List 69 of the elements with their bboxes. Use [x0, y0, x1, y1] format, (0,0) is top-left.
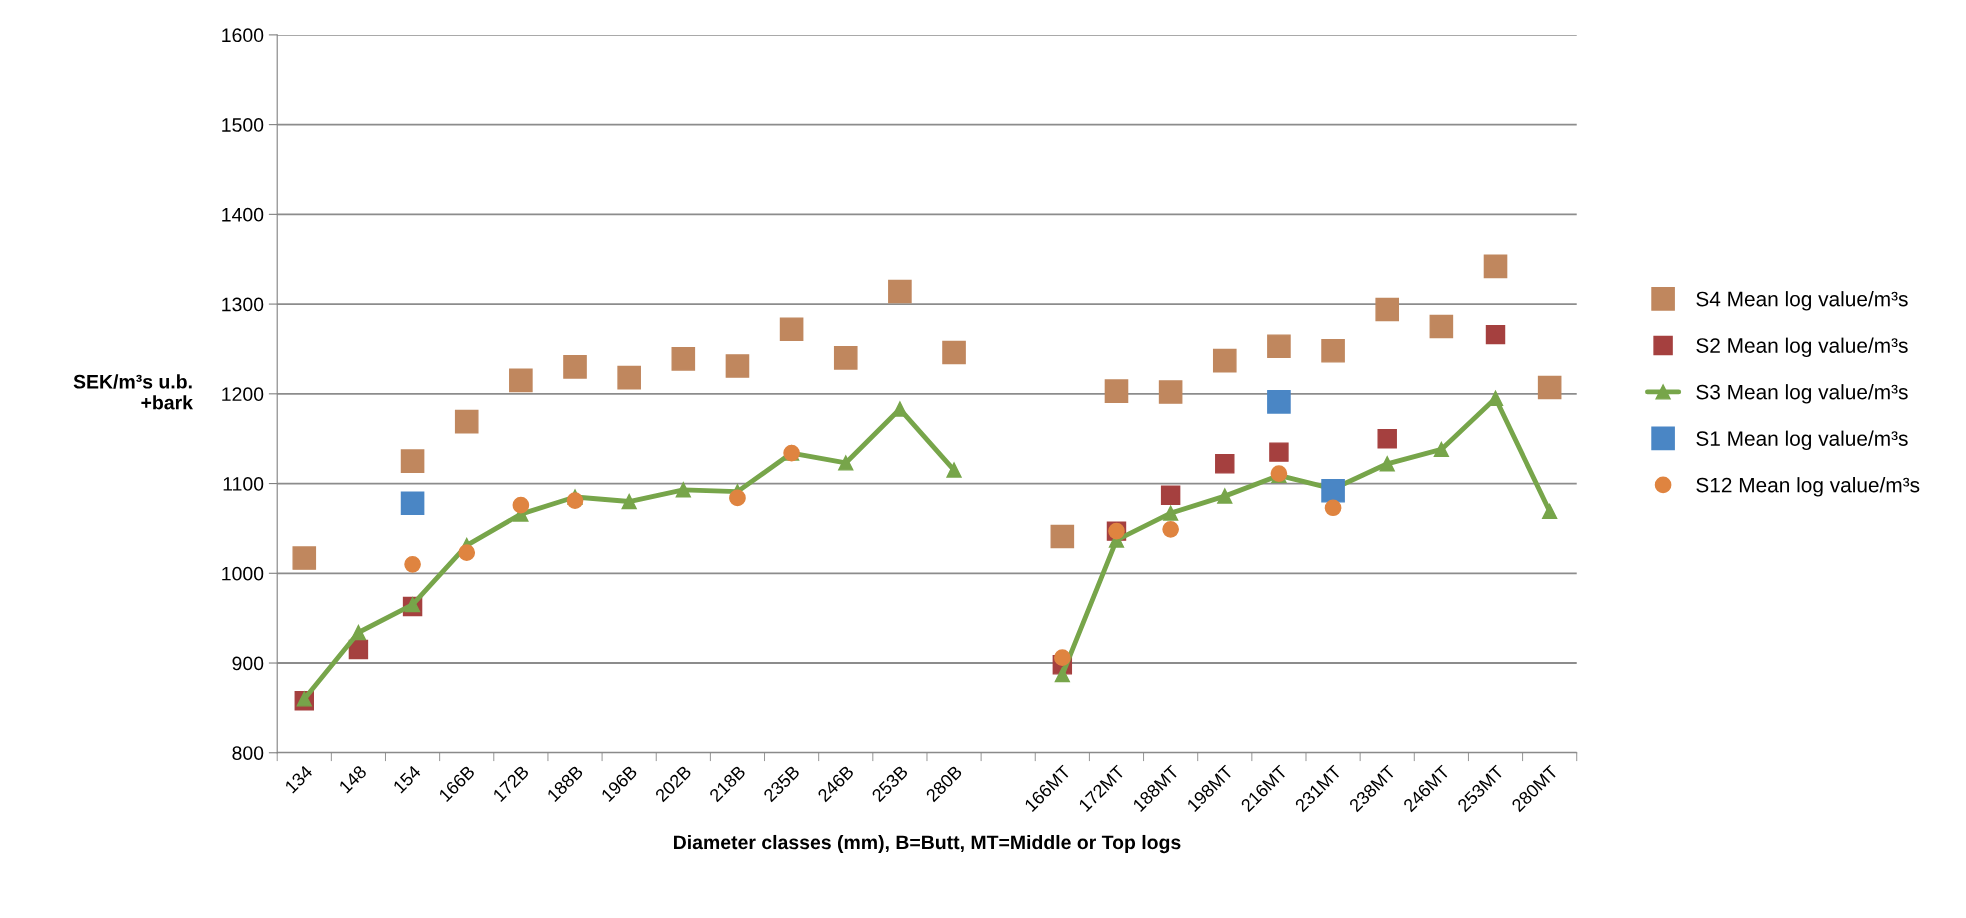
point	[1537, 375, 1562, 400]
point	[1485, 324, 1506, 345]
point	[1160, 485, 1181, 505]
point	[1212, 348, 1237, 373]
point	[1324, 499, 1342, 517]
point	[1483, 254, 1508, 279]
legend-label: S12 Mean log value/m³s	[1696, 477, 1920, 497]
y-tick-label: 1600	[222, 28, 264, 43]
point	[454, 409, 479, 434]
point	[404, 555, 421, 573]
point	[1162, 520, 1179, 538]
point	[1162, 505, 1179, 521]
point	[1215, 454, 1235, 474]
point	[946, 462, 962, 478]
y-axis-title: SEK/m³s u.b. +bark	[73, 374, 193, 410]
y-tick-label: 1400	[222, 207, 264, 222]
point	[1542, 503, 1558, 520]
legend-label: S4 Mean log value/m³s	[1696, 291, 1908, 311]
legend-label: S3 Mean log value/m³s	[1696, 384, 1908, 404]
point	[838, 455, 854, 471]
point	[400, 491, 425, 516]
point	[1267, 334, 1291, 359]
point	[1050, 524, 1075, 549]
point	[512, 496, 530, 514]
legend-label: S1 Mean log value/m³s	[1696, 430, 1908, 451]
point	[1377, 428, 1397, 449]
point	[1429, 314, 1454, 339]
point	[1321, 338, 1345, 363]
point	[1054, 649, 1071, 666]
point	[350, 624, 367, 641]
point	[1158, 380, 1183, 404]
point	[833, 346, 858, 370]
legend-label: S2 Mean log value/m³s	[1696, 337, 1908, 358]
point	[1217, 488, 1233, 504]
point	[1375, 297, 1400, 322]
x-tick-label: 154	[392, 764, 422, 794]
y-tick-label: 1000	[222, 566, 264, 581]
x-axis-title: Diameter classes (mm), B=Butt, MT=Middle or Top logs	[674, 834, 1181, 854]
point	[509, 368, 533, 393]
point	[1269, 442, 1289, 462]
point	[888, 279, 912, 304]
point	[1433, 441, 1450, 458]
point	[617, 365, 641, 390]
y-tick-label: 1100	[223, 477, 264, 491]
point	[671, 347, 696, 371]
point	[292, 546, 317, 570]
point	[779, 317, 804, 342]
point	[1054, 667, 1070, 683]
point	[725, 354, 750, 378]
point	[675, 482, 691, 498]
point	[892, 401, 908, 417]
point	[458, 544, 476, 561]
point	[563, 355, 587, 379]
point	[400, 449, 425, 473]
point	[1379, 456, 1395, 472]
x-tick-label: 148	[338, 764, 368, 794]
y-tick-label: 900	[232, 656, 264, 671]
y-tick-label: 1500	[222, 118, 264, 132]
point	[942, 340, 966, 365]
y-tick-label: 800	[232, 746, 264, 760]
point	[1267, 390, 1291, 414]
y-tick-label: 1200	[222, 387, 264, 402]
point	[566, 492, 584, 509]
point	[1104, 379, 1129, 403]
point	[1321, 478, 1345, 503]
x-tick-label: 134	[284, 764, 314, 794]
point	[729, 489, 746, 507]
y-tick-label: 1300	[222, 297, 264, 312]
point	[621, 493, 637, 510]
